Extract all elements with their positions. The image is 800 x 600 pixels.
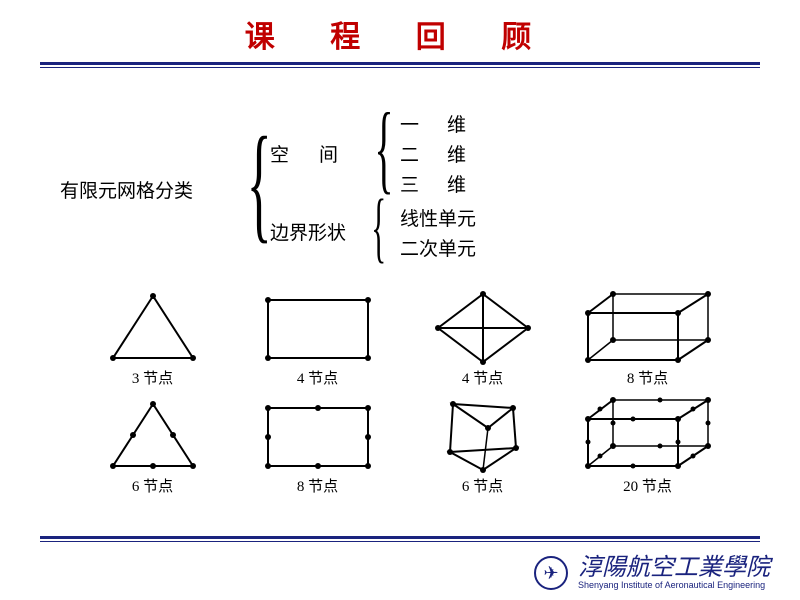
- institute-logo-icon: ✈: [534, 556, 568, 590]
- shape-label: 20 节点: [565, 475, 730, 496]
- leaf-3d: 三维: [400, 170, 494, 197]
- triangle-mid-icon: [98, 396, 208, 474]
- class-root: 有限元网格分类: [60, 176, 193, 203]
- institute-name-cn: 淳陽航空工業學院: [578, 556, 770, 580]
- rule-bottom: [40, 536, 760, 542]
- page-title: 课 程 回 顾: [0, 0, 800, 62]
- shape-tetra-4: 4 节点: [400, 288, 565, 388]
- shape-label: 4 节点: [235, 367, 400, 388]
- branch-boundary: 边界形状: [270, 218, 346, 245]
- shape-cuboid-20: 20 节点: [565, 394, 730, 496]
- shape-label: 8 节点: [565, 367, 730, 388]
- cuboid-mid-icon: [573, 394, 723, 474]
- triangle-icon: [98, 288, 208, 366]
- shape-label: 4 节点: [400, 367, 565, 388]
- leaf-quadratic: 二次单元: [400, 234, 476, 261]
- footer: ✈ 淳陽航空工業學院 Shenyang Institute of Aeronau…: [534, 556, 770, 590]
- shape-rect-8: 8 节点: [235, 396, 400, 496]
- cuboid-icon: [573, 288, 723, 366]
- shape-row: 3 节点 4 节点 4 节点: [70, 288, 730, 388]
- shape-prism-6: 6 节点: [400, 394, 565, 496]
- prism-icon: [428, 394, 538, 474]
- tetra-icon: [428, 288, 538, 366]
- element-shapes-grid: 3 节点 4 节点 4 节点: [70, 288, 730, 496]
- rectangle-icon: [253, 288, 383, 366]
- shape-cuboid-8: 8 节点: [565, 288, 730, 388]
- shape-triangle-3: 3 节点: [70, 288, 235, 388]
- rule-top: [40, 62, 760, 68]
- shape-label: 8 节点: [235, 475, 400, 496]
- shape-label: 6 节点: [400, 475, 565, 496]
- shape-triangle-6: 6 节点: [70, 396, 235, 496]
- leaf-linear: 线性单元: [400, 204, 476, 231]
- institute-name-en: Shenyang Institute of Aeronautical Engin…: [578, 580, 770, 590]
- branch-space: 空间: [270, 140, 368, 167]
- rectangle-mid-icon: [253, 396, 383, 474]
- classification-diagram: 有限元网格分类 { 空间 边界形状 { { 一维 二维 三维 线性单元 二次单元: [60, 98, 740, 278]
- brace-icon: {: [247, 118, 272, 248]
- leaf-1d: 一维: [400, 110, 494, 137]
- shape-rect-4: 4 节点: [235, 288, 400, 388]
- shape-label: 6 节点: [70, 475, 235, 496]
- brace-icon: {: [371, 188, 386, 266]
- shape-label: 3 节点: [70, 367, 235, 388]
- shape-row: 6 节点 8 节点 6 节点: [70, 394, 730, 496]
- leaf-2d: 二维: [400, 140, 494, 167]
